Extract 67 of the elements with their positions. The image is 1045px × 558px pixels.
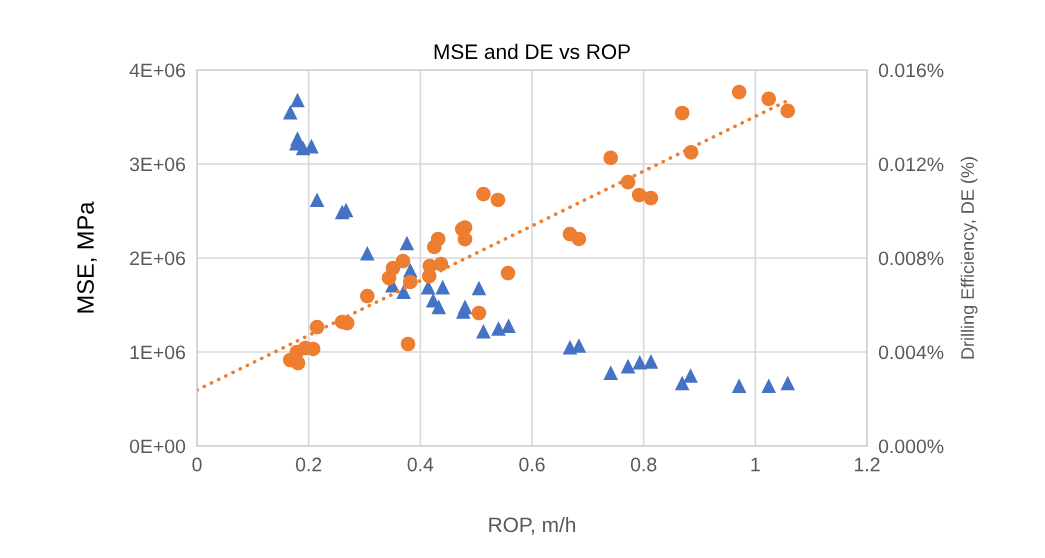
point <box>683 144 699 160</box>
point <box>491 321 506 336</box>
y2-axis-title: Drilling Efficiency, DE (%) <box>960 157 978 359</box>
point <box>403 274 418 290</box>
point <box>674 105 690 121</box>
point <box>457 299 473 315</box>
y2-tick-label: 0.016% <box>878 63 944 78</box>
point <box>395 253 411 269</box>
point <box>683 368 698 383</box>
point <box>562 340 578 355</box>
point <box>430 231 446 247</box>
y2-tick-label: 0.000% <box>878 439 944 454</box>
point <box>490 192 506 208</box>
x-tick-label: 1 <box>751 457 760 472</box>
y-tick-label: 2E+06 <box>130 251 186 266</box>
point <box>421 268 437 284</box>
x-tick-label: 0.8 <box>630 457 657 472</box>
point <box>620 358 636 374</box>
x-tick-label: 0.6 <box>519 457 545 472</box>
point <box>399 235 415 251</box>
x-tick-label: 0.2 <box>295 457 322 472</box>
point <box>761 91 777 107</box>
y-axis-title: MSE, MPa <box>77 201 97 313</box>
point <box>385 260 401 276</box>
point <box>471 305 487 321</box>
point <box>476 186 491 202</box>
point <box>603 150 619 166</box>
y2-tick-label: 0.004% <box>878 345 944 360</box>
point <box>780 103 795 119</box>
point <box>431 299 447 315</box>
point <box>396 284 411 300</box>
point <box>501 318 516 333</box>
point <box>360 246 375 261</box>
point <box>731 84 747 100</box>
point <box>400 336 416 352</box>
x-tick-label: 1.2 <box>854 457 880 472</box>
y2-tick-label: 0.008% <box>878 251 944 266</box>
point <box>603 365 619 380</box>
point <box>290 92 305 108</box>
point <box>632 355 648 370</box>
point <box>674 375 690 391</box>
point <box>360 288 375 304</box>
point <box>500 265 516 281</box>
chart-title: MSE and DE vs ROP <box>434 43 630 60</box>
point <box>620 174 636 190</box>
point <box>435 279 450 295</box>
point <box>282 105 298 120</box>
x-tick-label: 0 <box>192 457 202 472</box>
y2-tick-label: 0.012% <box>878 157 944 172</box>
point <box>643 354 659 369</box>
point <box>309 192 325 207</box>
x-tick-label: 0.4 <box>407 457 434 472</box>
y-tick-label: 0E+00 <box>129 439 186 454</box>
point <box>433 256 449 272</box>
point <box>309 319 325 335</box>
y-tick-label: 3E+06 <box>129 157 186 172</box>
x-axis-title: ROP, m/h <box>489 516 576 535</box>
point <box>780 375 795 391</box>
point <box>761 378 777 394</box>
y-tick-label: 4E+06 <box>129 63 186 78</box>
point <box>571 231 587 247</box>
point <box>471 280 487 296</box>
point <box>476 324 491 339</box>
point <box>457 231 473 247</box>
point <box>731 378 747 394</box>
point <box>643 190 659 206</box>
y-tick-label: 1E+06 <box>130 345 186 360</box>
